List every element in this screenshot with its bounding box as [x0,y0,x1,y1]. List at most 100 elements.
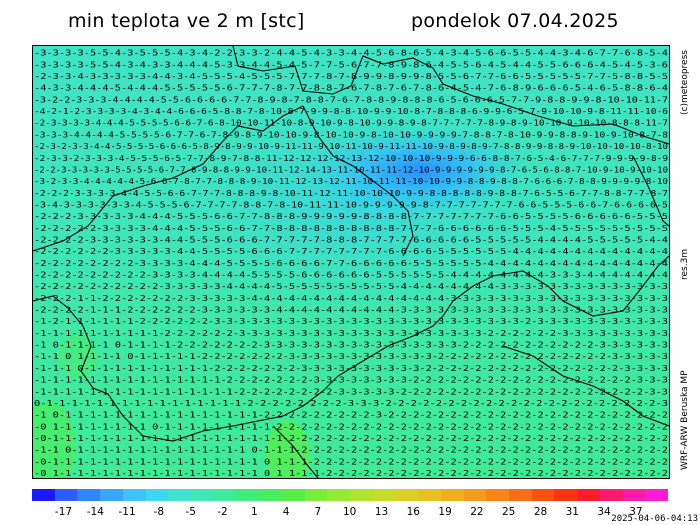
color-scale-label: -5 [185,506,196,518]
color-scale-swatch [418,489,442,501]
color-scale-label: 19 [438,506,452,518]
value-row: -3-3-3-3-5-5-4-3-4-3-3-4-4-4-5-3-3-4-4-5… [34,60,669,69]
value-row: -2-2-2-2-2-2-2-2-2-3-3-3-3-4-4-4-4-5-5-5… [34,271,669,280]
color-scale-label: -14 [86,506,104,518]
value-row: -3-3-3-3-5-5-4-3-5-5-5-4-3-4-2-2-3-3-2-4… [34,49,669,58]
value-row: -2-2-2-3-3-3-3-4-4-5-5-6-6-7-7-7-8-8-8-9… [34,189,668,198]
value-row: -3-2-2-3-3-3-4-4-4-4-5-5-6-6-6-6-7-7-8-9… [34,95,668,104]
color-scale-swatch [395,489,419,501]
value-row: -4-3-3-4-4-4-5-4-4-4-5-5-5-5-5-6-7-7-7-8… [34,84,669,93]
color-scale-swatch [350,489,374,501]
south-border [33,255,669,442]
color-scale-swatch [304,489,328,501]
resolution-label: res.3m [680,248,690,280]
color-scale-label: -11 [118,506,136,518]
run-timestamp: 2025-04-06-04:13 [611,514,698,524]
color-scale-label: 31 [565,506,579,518]
color-scale-label: 7 [314,506,322,518]
color-scale-swatch [372,489,396,501]
color-scale-swatch [100,489,124,501]
value-row: -1-1-1-1-1-1-1-1-1-1-2-2-2-2-2-2-3-3-3-3… [34,329,668,338]
color-scale-swatch [32,489,56,501]
color-scale-label: 34 [597,506,611,518]
warm-patch-w [58,334,98,378]
color-scale-label: 37 [629,506,643,518]
color-scale-swatch [191,489,215,501]
warm-patch-s [266,421,310,478]
northern-border [232,46,669,145]
value-row: 0-1-1-1-1-1-1-1-1-1-1-1-1-1-1-1-1-2-2-2-… [34,399,668,408]
value-row: -2-3-3-4-3-3-3-3-3-4-4-3-4-5-5-5-4-5-5-5… [34,72,668,81]
value-row: -1-1 0-1-1-1-1-1-1-1-1-1-1-1-1-1-1 0-1-1… [34,446,668,455]
value-row: -4-2-1-2-3-3-3-3-4-3-4-4-6-6-6-5-8-8-7-8… [34,107,669,116]
color-scale-swatch [531,489,555,501]
copyright-label: (c)meteopress [680,50,690,115]
color-scale-label: -17 [54,506,73,518]
value-row: -1-2-1-1-1-1-1-1-2-2-2-2-2-2-3-3-3-3-3-3… [34,317,668,326]
value-row: -1-1-1-1-1-1-1-1-1-1-1-1-1-1-1-2-2-2-2-2… [34,376,668,385]
color-scale-swatch [77,489,101,501]
color-scale-label: 13 [374,506,389,518]
color-scale-swatch [577,489,601,501]
value-row: -1 0-1-1-1-1-1-1-1-1-1-1-1-1-1-1-1-1-2-2… [34,411,668,420]
color-scale-swatch [281,489,306,501]
color-scale-swatch [509,489,533,501]
value-row: -2-2-2-2-1-1-1-2-2-2-2-2-2-3-3-3-3-3-3-4… [34,306,668,315]
color-scale-swatch [622,489,646,501]
value-row: -2-3-3-3-3-4-4-4-5-5-5-5-6-6-7-6-8-10-10… [34,119,668,128]
color-scale-swatch [554,489,578,501]
color-scale-swatch [463,489,487,501]
value-row: -0 1-1-1-1-1-1-1-1 0-1-1-1-1-1-1-1-1-1-2… [34,422,668,431]
value-row: -3-2-3-3-4-4-4-4-4-5-6-6-7-8-7-7-8-8-8-9… [34,177,669,186]
value-row: -3-3-3-4-4-4-4-5-5-5-5-6-7-7-6-7-8-9-8-9… [34,130,669,139]
value-row: -2-2-3-3-3-3-3-5-5-5-5-6-7-7-8-9-8-8-9-9… [34,165,669,174]
color-scale-swatch [486,489,510,501]
color-scale-label: 4 [282,506,290,518]
color-scale-label: 10 [343,506,357,518]
color-scale-swatch [168,489,192,501]
color-scale-label: -2 [217,506,228,518]
color-scale-swatch [213,489,237,501]
value-row: -2-2-2-2-2-2-2-2-3-3-3-3-4-4-4-5-5-5-5-6… [34,259,669,268]
color-scale-label: 1 [250,506,258,518]
color-scale-swatch [259,489,283,501]
warm-patch-sw [33,401,76,478]
temperature-values: -3-3-3-3-5-5-4-3-5-5-5-4-3-4-2-2-3-3-2-4… [34,49,669,478]
color-scale-swatch [54,489,78,501]
model-label: WRF-ARW Beruska MP [680,370,690,470]
value-row: -2-3-2-3-3-4-4-5-5-5-5-6-6-6-5-8-9-8-9-9… [34,142,668,151]
value-row: -0 1-1-1-1-1-1-1-1-1-1-1-1-1-1-1-1-1 0 1… [34,469,668,478]
value-row: -0-1-1-1-1-1-1-1-1-1-1-1-1-1-1-1-1-1-1-1… [34,434,668,443]
color-scale-swatch [327,489,351,501]
map-title: min teplota ve 2 m [stc] [68,10,305,32]
inner-border-1 [302,105,414,257]
color-scale-label: 22 [470,506,484,518]
color-scale-label: 25 [502,506,516,518]
west-border [33,105,304,252]
south-inner-border [272,425,319,478]
value-row: -1 0-1-1-1-1 0-1-1-1-1-2-2-2-2-2-2-2-3-3… [34,341,668,350]
cold-core [308,126,528,216]
value-row: -2-2-2-2-2-2-3-3-3-3-3-4-4-5-5-5-5-6-6-6… [34,247,669,256]
east-border [632,155,669,227]
color-scale-label: 28 [533,506,548,518]
color-scale-swatch [122,489,147,501]
value-row: -0-1-1-1-1-1-1-1-1-1-1-1-1-1-1-1-1-1 0 1… [34,457,668,466]
map-canvas: -3-3-3-3-5-5-4-3-5-5-5-4-3-4-2-2-3-3-2-4… [33,46,669,478]
color-scale-bar [32,489,669,501]
color-scale-swatch [440,489,465,501]
temperature-map: -3-3-3-3-5-5-4-3-5-5-5-4-3-4-2-2-3-3-2-4… [32,45,670,479]
value-row: -2-2-2-2-3-3-3-3-3-3-4-4-5-5-5-6-6-6-7-7… [34,235,669,244]
color-scale-label: -8 [153,506,165,518]
value-row: -1-1-1-1-1-1-1-1-1-1-1-1-1-1-1-1-2-2-2-2… [34,387,668,396]
color-scale-swatch [599,489,624,501]
color-scale-swatch [236,489,260,501]
value-row: -1-1 0 1-1-1-1 0-1-1-1-1-1-2-2-2-2-2-2-2… [34,352,668,361]
value-row: -2-2-2-1-1-2-2-2-2-2-2-2-3-3-3-3-3-4-4-4… [34,294,668,303]
forecast-date: pondelok 07.04.2025 [411,10,619,32]
value-row: -2-2-2-2-2-2-2-2-2-2-3-3-3-3-3-4-4-4-4-5… [34,282,668,291]
value-row: -2-2-2-3-3-3-3-3-4-4-4-5-5-5-6-6-7-7-8-8… [34,212,668,221]
border-lines [33,46,669,478]
color-scale-swatch [645,489,669,501]
value-row: -2-2-2-2-2-3-3-3-3-4-4-4-5-5-5-6-6-7-7-8… [34,224,668,233]
